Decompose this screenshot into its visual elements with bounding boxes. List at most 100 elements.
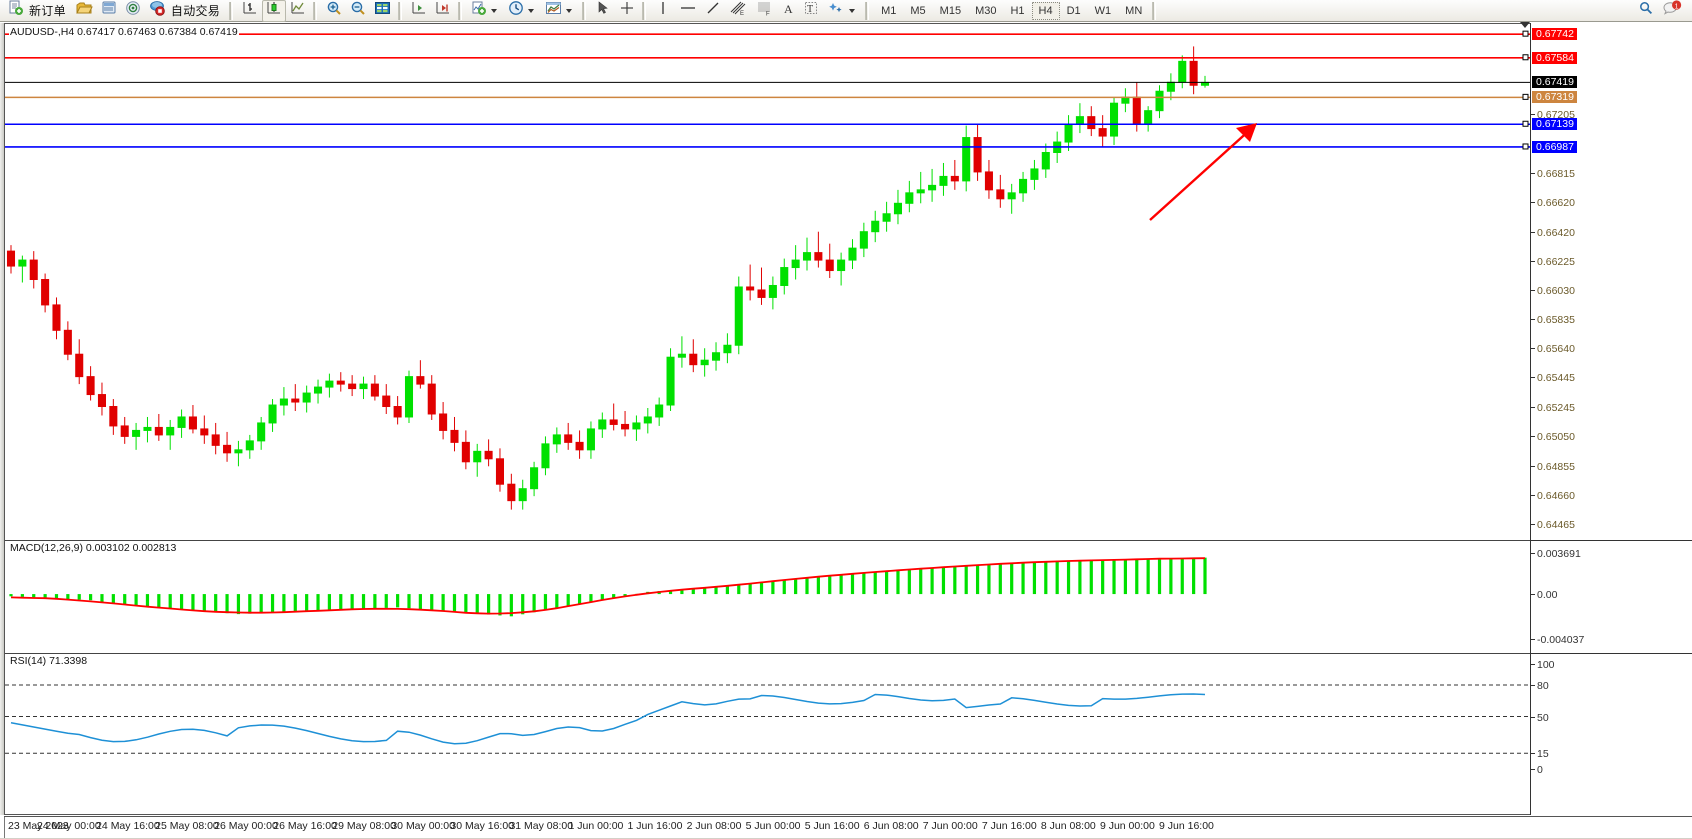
cursor-button[interactable] bbox=[591, 0, 615, 22]
candle-body bbox=[1041, 152, 1050, 170]
chevron-down-icon[interactable] bbox=[849, 8, 856, 13]
timeframe-button-h4[interactable]: H4 bbox=[1031, 1, 1060, 20]
symbol-ohlc-label: AUDUSD-,H4 0.67417 0.67463 0.67384 0.674… bbox=[9, 26, 239, 38]
data-window-button[interactable] bbox=[370, 0, 395, 22]
candle-body bbox=[1019, 178, 1028, 194]
time-tick: 7 Jun 00:00 bbox=[922, 820, 978, 832]
line-chart-button[interactable] bbox=[286, 0, 310, 22]
navigator-button[interactable] bbox=[121, 0, 145, 22]
equidistant-channel-button[interactable]: E bbox=[725, 0, 751, 22]
autoscroll-button[interactable] bbox=[431, 0, 455, 22]
price-label-resistance-line[interactable]: 0.67742 bbox=[1532, 28, 1577, 41]
timeframe-button-m30[interactable]: M30 bbox=[975, 4, 997, 17]
timeframe-button-d1[interactable]: D1 bbox=[1066, 4, 1081, 17]
zoom-in-button[interactable] bbox=[322, 0, 346, 22]
chevron-down-icon[interactable] bbox=[528, 8, 535, 13]
price-scale[interactable]: 0.66815 0.66620 0.66420 0.66225 0.66030 0.658… bbox=[1530, 23, 1692, 815]
level-line-handle[interactable] bbox=[1522, 143, 1529, 150]
macd-pane[interactable]: MACD(12,26,9) 0.003102 0.002813 bbox=[5, 540, 1530, 651]
candle-body bbox=[530, 467, 539, 490]
candle-body bbox=[336, 380, 345, 385]
level-line-handle[interactable] bbox=[1522, 120, 1529, 127]
svg-text:T: T bbox=[807, 4, 813, 15]
price-label-support-line[interactable]: 0.66987 bbox=[1532, 140, 1577, 153]
candle-body bbox=[393, 406, 402, 418]
timeframe-button-mn[interactable]: MN bbox=[1125, 4, 1143, 17]
timeframe-button-w1[interactable]: W1 bbox=[1094, 4, 1112, 17]
indicators-button[interactable] bbox=[467, 0, 504, 22]
candle-body bbox=[552, 434, 561, 445]
uptrend-arrow[interactable] bbox=[1149, 123, 1257, 221]
zoom-out-button[interactable] bbox=[346, 0, 370, 22]
candle-body bbox=[950, 175, 959, 182]
chart-shift-button[interactable] bbox=[407, 0, 431, 22]
candle-body bbox=[97, 394, 106, 408]
autoscroll-icon bbox=[435, 0, 451, 21]
candle-body bbox=[905, 192, 914, 204]
time-tick: 24 May 16:00 bbox=[96, 820, 160, 832]
candle-body bbox=[427, 383, 436, 415]
vertical-line-button[interactable] bbox=[651, 0, 675, 22]
terminal-button[interactable] bbox=[97, 0, 121, 22]
chevron-down-icon[interactable] bbox=[491, 8, 498, 13]
horizontal-line-button[interactable] bbox=[675, 0, 701, 22]
alerts-button[interactable]: 1 bbox=[1658, 0, 1686, 22]
trendline-icon bbox=[705, 0, 721, 21]
equidistant-channel-icon: E bbox=[729, 0, 747, 21]
rsi-label: RSI(14) 71.3398 bbox=[9, 655, 89, 667]
price-label-resistance-line[interactable]: 0.67584 bbox=[1532, 51, 1577, 64]
candle-body bbox=[507, 483, 516, 502]
chart-area[interactable]: AUDUSD-,H4 0.67417 0.67463 0.67384 0.674… bbox=[0, 22, 1692, 839]
price-tick-label: 0.65050 bbox=[1537, 431, 1575, 444]
candle-body bbox=[18, 259, 27, 267]
folder-button[interactable] bbox=[72, 0, 97, 22]
scroll-thumb-marker[interactable] bbox=[1520, 22, 1530, 28]
search-button[interactable] bbox=[1634, 0, 1658, 22]
autotrading-button[interactable]: 自动交易 bbox=[145, 0, 226, 22]
time-scale[interactable]: 23 May 2023 24 May 00:00 24 May 16:00 25 Ma… bbox=[4, 816, 1692, 838]
price-tick-label: 0.65640 bbox=[1537, 343, 1575, 356]
text-button[interactable]: A bbox=[777, 0, 799, 22]
templates-button[interactable] bbox=[541, 0, 579, 22]
time-tick: 30 May 00:00 bbox=[391, 820, 455, 832]
price-tick-label: 0.66620 bbox=[1537, 196, 1575, 209]
time-tick: 6 Jun 08:00 bbox=[863, 820, 919, 832]
timeframe-group: M1 M5 M15 M30 H1 H4 D1 W1 MN bbox=[874, 1, 1149, 20]
candle-body bbox=[768, 284, 777, 298]
trendline-button[interactable] bbox=[701, 0, 725, 22]
level-line-handle[interactable] bbox=[1522, 93, 1529, 100]
objects-button[interactable] bbox=[823, 0, 862, 22]
candle-body bbox=[1121, 96, 1130, 104]
time-tick: 7 Jun 16:00 bbox=[981, 820, 1037, 832]
level-line-handle[interactable] bbox=[1522, 54, 1529, 61]
timeframe-button-m15[interactable]: M15 bbox=[939, 4, 962, 17]
timeframe-button-m5[interactable]: M5 bbox=[910, 4, 926, 17]
macd-tick-label: 0.00 bbox=[1537, 589, 1558, 602]
label-icon: T bbox=[803, 0, 819, 21]
price-label-pending-order-line[interactable]: 0.67319 bbox=[1532, 91, 1577, 104]
candle-body bbox=[154, 426, 163, 436]
objects-icon bbox=[827, 0, 845, 21]
new-order-button[interactable]: 新订单 bbox=[4, 0, 72, 22]
timeframe-button-m1[interactable]: M1 bbox=[881, 4, 897, 17]
level-line-handle[interactable] bbox=[1522, 30, 1529, 37]
price-chart-svg bbox=[5, 30, 1530, 510]
fibonacci-button[interactable]: F bbox=[751, 0, 777, 22]
price-pane[interactable]: AUDUSD-,H4 0.67417 0.67463 0.67384 0.674… bbox=[5, 24, 1530, 538]
candlestick-button[interactable] bbox=[262, 0, 287, 22]
price-label-support-line[interactable]: 0.67139 bbox=[1532, 118, 1577, 131]
chevron-down-icon[interactable] bbox=[566, 8, 573, 13]
candle-body bbox=[1007, 192, 1016, 200]
candle-body bbox=[132, 429, 141, 437]
price-tick-label: 0.65835 bbox=[1537, 314, 1575, 327]
candle-body bbox=[621, 423, 630, 430]
bar-chart-button[interactable] bbox=[238, 0, 262, 22]
text-label-button[interactable]: T bbox=[799, 0, 823, 22]
crosshair-button[interactable] bbox=[615, 0, 639, 22]
timeframe-button-h1[interactable]: H1 bbox=[1010, 4, 1025, 17]
candle-body bbox=[382, 395, 391, 408]
price-label-current-price[interactable]: 0.67419 bbox=[1532, 76, 1577, 89]
rsi-pane[interactable]: RSI(14) 71.3398 bbox=[5, 653, 1530, 779]
period-button[interactable] bbox=[504, 0, 541, 22]
navigator-icon bbox=[125, 0, 141, 21]
